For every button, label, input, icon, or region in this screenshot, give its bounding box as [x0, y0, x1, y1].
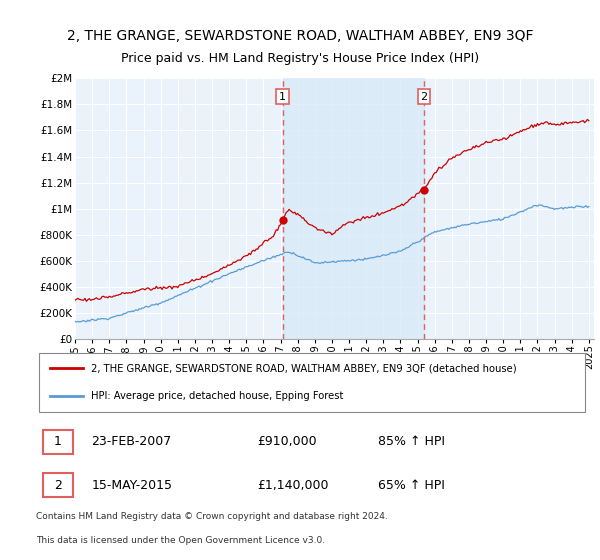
Text: £910,000: £910,000: [257, 435, 316, 448]
Text: 2: 2: [54, 479, 62, 492]
Text: HPI: Average price, detached house, Epping Forest: HPI: Average price, detached house, Eppi…: [91, 391, 344, 402]
Text: 65% ↑ HPI: 65% ↑ HPI: [378, 479, 445, 492]
Text: 85% ↑ HPI: 85% ↑ HPI: [378, 435, 445, 448]
Text: 23-FEB-2007: 23-FEB-2007: [91, 435, 172, 448]
Text: 2, THE GRANGE, SEWARDSTONE ROAD, WALTHAM ABBEY, EN9 3QF: 2, THE GRANGE, SEWARDSTONE ROAD, WALTHAM…: [67, 29, 533, 44]
Text: Price paid vs. HM Land Registry's House Price Index (HPI): Price paid vs. HM Land Registry's House …: [121, 52, 479, 66]
FancyBboxPatch shape: [43, 430, 73, 454]
Text: 15-MAY-2015: 15-MAY-2015: [91, 479, 172, 492]
Text: 2, THE GRANGE, SEWARDSTONE ROAD, WALTHAM ABBEY, EN9 3QF (detached house): 2, THE GRANGE, SEWARDSTONE ROAD, WALTHAM…: [91, 363, 517, 373]
FancyBboxPatch shape: [43, 473, 73, 497]
Text: This data is licensed under the Open Government Licence v3.0.: This data is licensed under the Open Gov…: [36, 536, 325, 545]
Text: £1,140,000: £1,140,000: [257, 479, 328, 492]
Bar: [283, 78, 424, 339]
Text: 2: 2: [421, 92, 427, 101]
Text: 1: 1: [279, 92, 286, 101]
Text: 1: 1: [54, 435, 62, 448]
FancyBboxPatch shape: [39, 353, 585, 412]
Text: Contains HM Land Registry data © Crown copyright and database right 2024.: Contains HM Land Registry data © Crown c…: [36, 512, 388, 521]
